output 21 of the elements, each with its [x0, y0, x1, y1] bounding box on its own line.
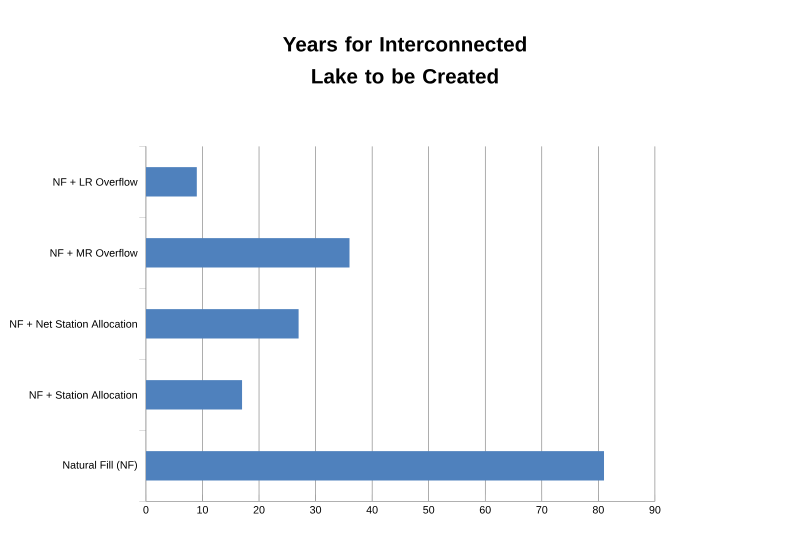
x-tick-label: 10 [197, 506, 208, 514]
bar [146, 309, 299, 338]
chart-title: Years for Interconnected Lake to be Created [283, 36, 526, 84]
x-tick-label: 60 [480, 506, 491, 514]
bar [146, 167, 197, 196]
x-tick-label: 0 [143, 506, 148, 514]
bar [146, 451, 604, 480]
y-tick-label: Natural Fill (NF) [63, 460, 137, 471]
x-tick-label: 80 [592, 506, 604, 514]
y-tick-label: NF + MR Overflow [50, 248, 138, 257]
y-tick-label: NF + LR Overflow [53, 178, 138, 186]
y-tick-label: NF + Net Station Allocation [10, 320, 137, 328]
bar [146, 380, 242, 410]
bar [146, 238, 350, 268]
x-tick-label: 30 [310, 506, 322, 514]
y-tick-label: NF + Station Allocation [30, 390, 137, 399]
x-tick-label: 90 [649, 506, 660, 514]
x-tick-label: 50 [423, 506, 434, 514]
x-tick-label: 20 [254, 506, 265, 514]
x-tick-label: 40 [366, 506, 378, 514]
x-tick-label: 70 [536, 506, 548, 514]
